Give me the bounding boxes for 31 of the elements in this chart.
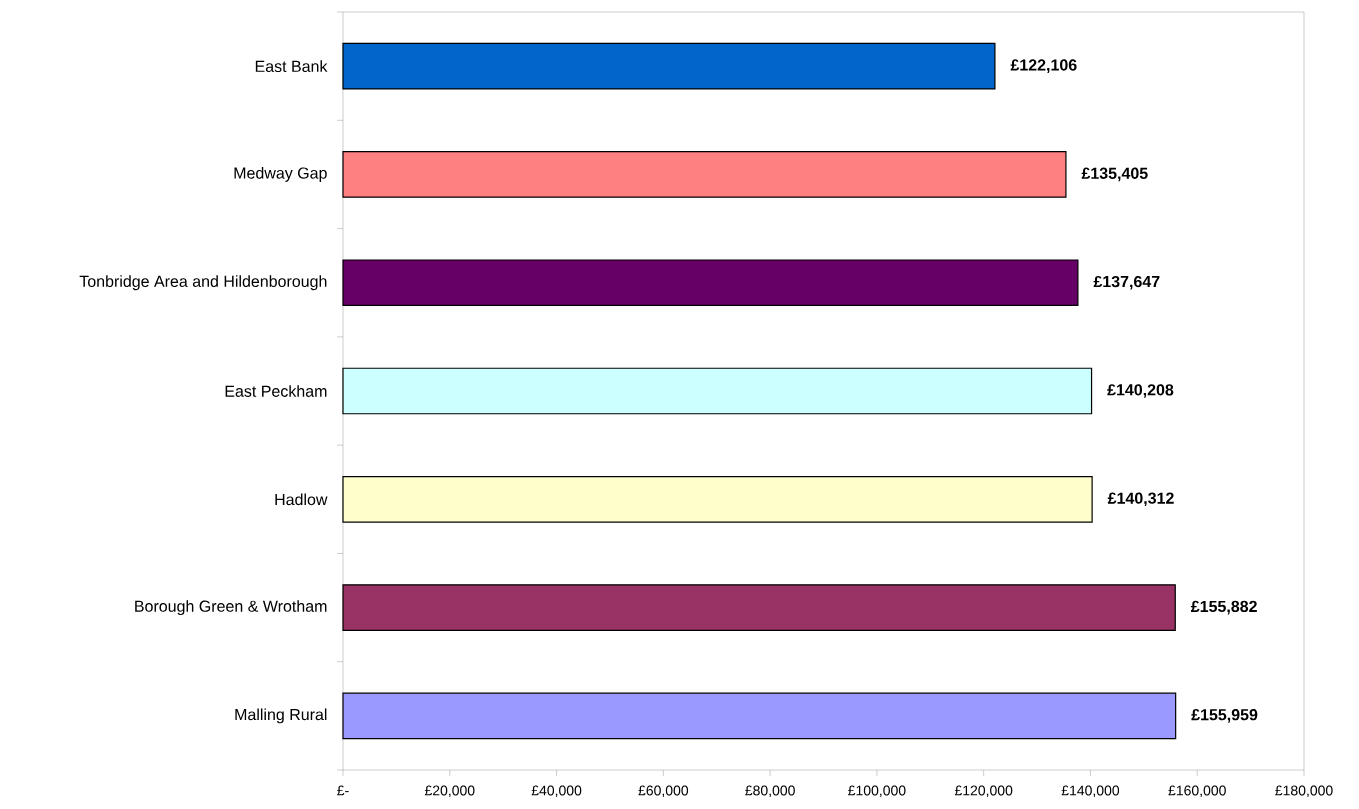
x-tick-label: £60,000 (638, 785, 689, 798)
data-label: £135,405 (1081, 167, 1148, 182)
bar (342, 151, 1067, 198)
y-tick-label: Tonbridge Area and Hildenborough (79, 275, 327, 291)
bar (342, 259, 1079, 307)
bar (342, 367, 1093, 415)
bar (342, 692, 1177, 740)
y-tick-label: East Bank (255, 60, 328, 73)
x-tick-label: £180,000 (1275, 785, 1333, 798)
y-tick-label: East Peckham (225, 385, 327, 397)
x-tick-label: £140,000 (1061, 785, 1120, 798)
x-tick-label: £20,000 (424, 785, 475, 798)
data-label: £155,882 (1190, 600, 1257, 615)
data-label: £140,312 (1107, 492, 1174, 507)
data-label: £140,208 (1107, 384, 1174, 398)
y-tick-label: Malling Rural (235, 708, 327, 724)
y-tick-label: Borough Green & Wrotham (135, 600, 327, 616)
x-tick-label: £120,000 (954, 785, 1013, 798)
x-tick-label: £80,000 (745, 785, 795, 798)
x-tick-label: £100,000 (848, 785, 906, 798)
y-tick-label: Hadlow (275, 493, 328, 506)
x-tick-label: £- (337, 785, 349, 796)
data-label: £122,106 (1010, 59, 1077, 73)
bar (342, 42, 996, 90)
data-label: £155,959 (1191, 709, 1258, 723)
x-tick-label: £160,000 (1168, 785, 1226, 798)
y-tick-label: Medway Gap (234, 166, 327, 182)
bar (342, 584, 1176, 631)
x-tick-label: £40,000 (531, 785, 582, 798)
bar (342, 475, 1093, 523)
data-label: £137,647 (1093, 275, 1160, 290)
